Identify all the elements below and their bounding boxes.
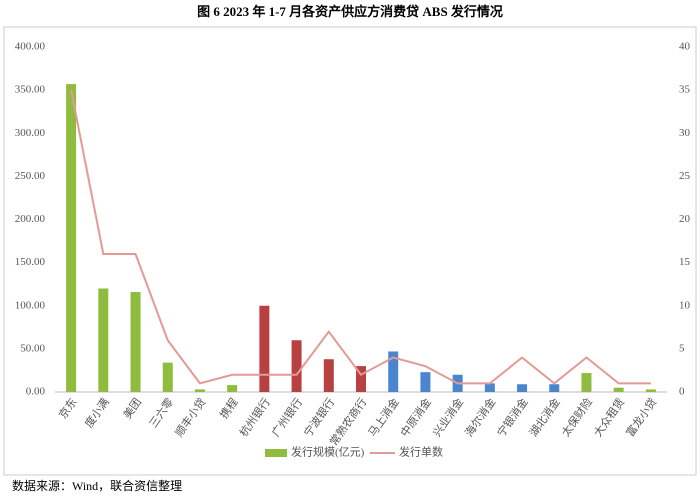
y-tick-label: 100.00	[15, 299, 46, 311]
y2-tick-label: 40	[679, 41, 691, 53]
bar	[227, 385, 238, 392]
y-tick-label: 400.00	[15, 41, 46, 53]
x-tick-label: 三六零	[147, 396, 177, 430]
legend-label: 发行单数	[399, 445, 443, 459]
bar	[517, 384, 528, 392]
y-tick-label: 50.00	[20, 342, 45, 354]
bar	[420, 372, 431, 392]
bar	[323, 359, 334, 392]
y2-tick-label: 25	[679, 170, 691, 182]
bar	[388, 351, 399, 392]
bar	[549, 384, 560, 392]
x-tick-label: 宁银消金	[494, 395, 531, 439]
x-tick-label: 中原消金	[397, 395, 434, 439]
x-tick-label: 马上消金	[365, 395, 402, 439]
bar	[162, 362, 173, 392]
x-tick-label: 杭州银行	[236, 395, 273, 439]
y2-tick-label: 20	[679, 213, 691, 225]
x-tick-label: 广州银行	[268, 395, 305, 439]
y-tick-label: 250.00	[15, 170, 46, 182]
y2-tick-label: 10	[679, 299, 691, 311]
bar	[98, 288, 109, 392]
legend-label: 发行规模(亿元)	[291, 445, 365, 459]
chart-frame	[3, 26, 697, 476]
y2-tick-label: 0	[679, 386, 685, 398]
bar	[130, 291, 141, 392]
x-tick-label: 大众租赁	[591, 395, 628, 439]
x-tick-label: 海尔消金	[462, 395, 499, 439]
y-tick-label: 0.00	[26, 386, 46, 398]
bar	[259, 305, 270, 392]
bar	[581, 373, 592, 392]
bar	[194, 389, 205, 392]
y2-tick-label: 15	[679, 256, 691, 268]
x-tick-label: 度小满	[81, 395, 111, 430]
x-tick-label: 京东	[56, 395, 80, 421]
bar	[484, 383, 495, 392]
bar	[645, 389, 656, 392]
line	[70, 89, 651, 385]
legend-swatch	[265, 449, 287, 457]
x-tick-label: 兴业消金	[429, 395, 466, 439]
x-tick-label: 富龙小贷	[623, 395, 660, 439]
bar	[613, 387, 624, 392]
y2-tick-label: 5	[679, 342, 685, 354]
chart-title: 图 6 2023 年 1-7 月各资产供应方消费贷 ABS 发行情况	[197, 4, 503, 19]
x-tick-label: 太保财险	[558, 395, 595, 439]
y2-tick-label: 30	[679, 127, 691, 139]
y-tick-label: 150.00	[15, 256, 46, 268]
y2-tick-label: 35	[679, 84, 691, 96]
x-tick-label: 顺丰小贷	[172, 395, 209, 439]
source-note: 数据来源：Wind，联合资信整理	[12, 478, 182, 493]
bar	[66, 84, 77, 393]
x-tick-label: 湖北消金	[526, 395, 563, 439]
x-tick-label: 携程	[217, 395, 241, 421]
y-tick-label: 200.00	[15, 213, 46, 225]
y-tick-label: 300.00	[15, 127, 46, 139]
y-tick-label: 350.00	[15, 84, 46, 96]
x-tick-label: 宁波银行	[301, 395, 338, 439]
x-tick-label: 美团	[121, 396, 144, 421]
bar	[291, 340, 302, 392]
bar	[356, 366, 366, 392]
